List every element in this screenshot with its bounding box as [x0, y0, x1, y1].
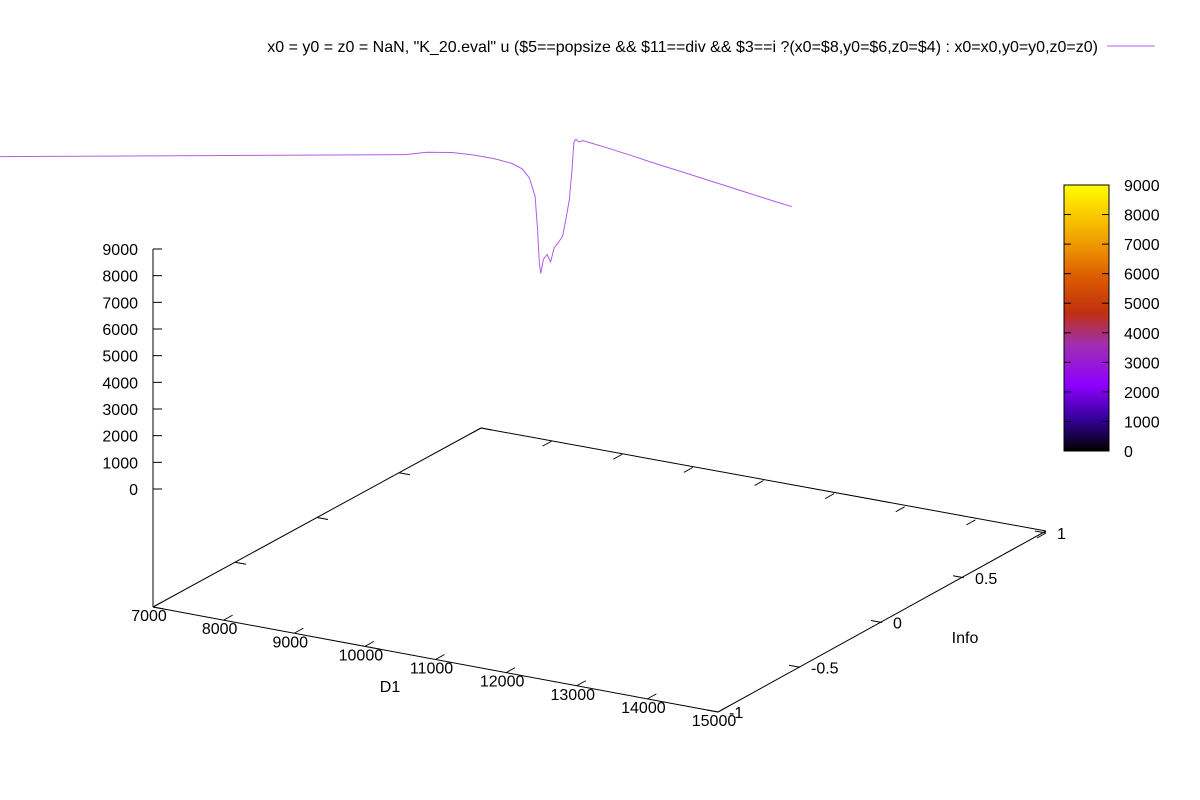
x-tick-mark	[152, 601, 163, 608]
x-tick-label: 9000	[272, 634, 308, 651]
x-tick-mark	[294, 627, 304, 634]
colorbar-tick-label: 1000	[1124, 414, 1160, 431]
colorbar-tick-label: 8000	[1124, 208, 1160, 225]
x-tick-label: 15000	[692, 713, 737, 730]
y-tick-mark	[788, 664, 801, 668]
z-tick-label: 5000	[102, 349, 138, 366]
data-series	[0, 138, 793, 274]
x-tick-mark-back	[613, 453, 623, 460]
y-tick-mark-left	[152, 606, 165, 610]
z-tick-label: 9000	[102, 242, 138, 259]
y-tick-mark-left	[480, 427, 493, 431]
y-tick-mark-left	[234, 561, 247, 565]
y-axis-line	[717, 530, 1047, 713]
x-tick-label: 7000	[131, 608, 167, 625]
x-tick-mark	[647, 693, 657, 700]
z-tick-label: 1000	[102, 455, 138, 472]
colorbar-tick-label: 3000	[1124, 355, 1160, 372]
x-tick-label: 14000	[621, 700, 666, 717]
x-tick-mark	[717, 706, 728, 713]
x-tick-label: 8000	[202, 621, 238, 638]
x-tick-mark	[505, 667, 516, 674]
legend: x0 = y0 = z0 = NaN, "K_20.eval" u ($5==p…	[267, 39, 1155, 56]
x-tick-mark	[576, 680, 586, 687]
x-tick-label: 12000	[480, 674, 525, 691]
legend-label: x0 = y0 = z0 = NaN, "K_20.eval" u ($5==p…	[267, 39, 1098, 56]
colorbar-tick-label: 6000	[1124, 267, 1160, 284]
z-axis-ticks: 0 1000 2000 3000 4000 5000 6000 7000 8000 9000	[102, 242, 162, 499]
x-tick-mark-back	[683, 466, 694, 473]
back-x-axis-line	[480, 427, 1047, 532]
colorbar-tick-label: 9000	[1124, 178, 1160, 195]
x-tick-mark	[435, 654, 445, 660]
y-axis-ticks: -1 -0.5 0 0.5 1	[152, 427, 1066, 722]
colorbar-ticks: 0 1000 2000 3000 4000 5000 6000 7000 8000 9000	[1064, 178, 1160, 461]
y-tick-mark-left	[316, 517, 329, 520]
z-tick-label: 4000	[102, 375, 138, 392]
colorbar-tick-label: 5000	[1124, 296, 1160, 313]
z-tick-label: 3000	[102, 402, 138, 419]
colorbar-tick-label: 0	[1124, 444, 1133, 461]
y-tick-label: 1	[1057, 526, 1066, 543]
x-axis-label: D1	[380, 679, 401, 696]
colorbar: 0 1000 2000 3000 4000 5000 6000 7000 8000 9000	[1063, 178, 1160, 461]
colorbar-tick-label: 4000	[1124, 326, 1160, 343]
x-tick-mark-back	[895, 506, 905, 513]
x-tick-mark-back	[1036, 532, 1047, 539]
x-tick-label: 10000	[339, 647, 384, 664]
y-tick-mark-left	[398, 472, 411, 476]
z-tick-label: 0	[129, 482, 138, 499]
y-tick-mark	[870, 620, 883, 623]
y-tick-label: 0	[893, 616, 902, 633]
y-tick-mark	[1034, 530, 1047, 534]
series-line	[405, 138, 793, 274]
x-tick-mark	[223, 614, 233, 621]
y-tick-mark	[952, 575, 965, 579]
x-tick-mark-back	[471, 427, 482, 434]
y-tick-mark	[706, 709, 719, 713]
y-tick-label: -0.5	[811, 660, 839, 677]
x-tick-mark-back	[966, 519, 976, 526]
z-tick-label: 8000	[102, 269, 138, 286]
x-tick-label: 11000	[410, 661, 453, 678]
x-tick-mark-back	[542, 440, 552, 447]
x-tick-mark-back	[754, 480, 764, 486]
z-tick-label: 7000	[102, 295, 138, 312]
colorbar-tick-label: 7000	[1124, 237, 1160, 254]
x-axis-ticks: 7000 8000 9000 10000 11000 12000 13000 14000 150…	[131, 427, 1047, 730]
y-tick-label: -1	[729, 705, 743, 722]
z-tick-label: 6000	[102, 322, 138, 339]
y-axis-label: Info	[952, 630, 979, 647]
x-tick-mark	[364, 640, 375, 647]
y-tick-label: 0.5	[975, 571, 997, 588]
x-tick-label: 13000	[551, 687, 596, 704]
colorbar-gradient	[1063, 184, 1110, 452]
x-tick-mark-back	[824, 493, 835, 500]
series-line-lead	[0, 154, 406, 158]
colorbar-tick-label: 2000	[1124, 385, 1160, 402]
z-tick-label: 2000	[102, 429, 138, 446]
